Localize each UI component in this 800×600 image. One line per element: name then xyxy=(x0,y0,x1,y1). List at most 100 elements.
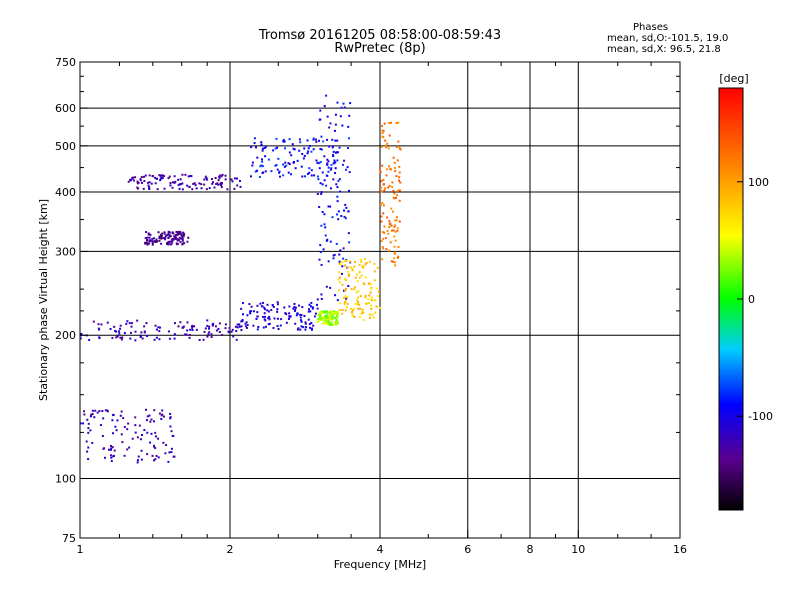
data-point xyxy=(364,263,367,266)
data-point xyxy=(325,94,328,97)
data-point xyxy=(362,318,365,321)
data-point xyxy=(180,237,183,240)
data-point xyxy=(287,162,290,165)
data-point xyxy=(179,183,182,186)
data-point xyxy=(110,456,113,459)
data-point xyxy=(189,174,192,177)
data-point xyxy=(386,216,389,219)
data-point xyxy=(330,167,333,170)
data-point xyxy=(384,139,387,142)
phases-x-stats: mean, sd,X: 96.5, 21.8 xyxy=(607,44,721,55)
data-point xyxy=(186,240,189,243)
data-point xyxy=(301,306,304,309)
data-point xyxy=(273,317,276,320)
data-point xyxy=(87,422,90,425)
data-point xyxy=(372,316,375,319)
data-point xyxy=(264,170,267,173)
data-point xyxy=(191,329,194,332)
data-point xyxy=(337,179,340,182)
data-point xyxy=(285,313,288,316)
scatter-points xyxy=(79,94,402,464)
data-point xyxy=(145,322,148,325)
data-point xyxy=(316,175,319,178)
data-point xyxy=(319,118,322,121)
data-point xyxy=(114,425,117,428)
data-point xyxy=(220,183,223,186)
data-point xyxy=(172,232,175,235)
data-point xyxy=(191,324,194,327)
data-point xyxy=(177,184,180,187)
data-point xyxy=(236,184,239,187)
data-point xyxy=(398,171,401,174)
data-point xyxy=(246,326,249,329)
data-point xyxy=(91,409,94,412)
data-point xyxy=(329,240,332,243)
data-point xyxy=(162,441,165,444)
data-point xyxy=(300,325,303,328)
data-point xyxy=(111,446,114,449)
data-point xyxy=(331,310,334,313)
data-point xyxy=(129,178,132,181)
data-point xyxy=(312,138,315,141)
data-point xyxy=(169,417,172,420)
data-point xyxy=(171,231,174,234)
data-point xyxy=(262,171,265,174)
data-point xyxy=(369,291,372,294)
data-point xyxy=(326,312,329,315)
data-point xyxy=(157,231,160,234)
data-point xyxy=(191,188,194,191)
data-point xyxy=(267,323,270,326)
data-point xyxy=(381,129,384,132)
data-point xyxy=(208,331,211,334)
data-point xyxy=(391,181,394,184)
data-point xyxy=(272,326,275,329)
data-point xyxy=(174,180,177,183)
data-point xyxy=(327,316,330,319)
data-point xyxy=(198,338,201,341)
data-point xyxy=(360,312,363,315)
data-point xyxy=(254,146,257,149)
y-axis-ticks: 750 600 500 400 300 200 100 75 xyxy=(55,56,680,545)
data-point xyxy=(389,121,392,124)
data-point xyxy=(364,257,367,260)
data-point xyxy=(341,283,344,286)
data-point xyxy=(161,409,164,412)
data-point xyxy=(139,438,142,441)
data-point xyxy=(316,320,319,323)
data-point xyxy=(284,147,287,150)
data-point xyxy=(238,323,241,326)
data-point xyxy=(181,239,184,242)
data-point xyxy=(214,177,217,180)
data-point xyxy=(257,325,260,328)
data-point xyxy=(179,241,182,244)
data-point xyxy=(246,324,249,327)
data-point xyxy=(195,328,198,331)
data-point xyxy=(358,263,361,266)
data-point xyxy=(384,144,387,147)
data-point xyxy=(310,169,313,172)
data-point xyxy=(347,189,350,192)
data-point xyxy=(153,420,156,423)
y-tick-label: 600 xyxy=(55,102,76,115)
data-point xyxy=(382,183,385,186)
data-point xyxy=(276,317,279,320)
data-point xyxy=(88,338,91,341)
data-point xyxy=(385,174,388,177)
data-point xyxy=(397,255,400,258)
data-point xyxy=(190,175,193,178)
data-point xyxy=(294,306,297,309)
data-point xyxy=(261,165,264,168)
data-point xyxy=(348,273,351,276)
data-point xyxy=(173,337,176,340)
data-point xyxy=(136,319,139,322)
data-point xyxy=(361,308,364,311)
chart-title: Tromsø 20161205 08:58:00-08:59:43 xyxy=(258,28,502,43)
data-point xyxy=(270,170,273,173)
data-point xyxy=(235,177,238,180)
data-point xyxy=(316,307,319,310)
data-point xyxy=(244,325,247,328)
data-point xyxy=(219,174,222,177)
data-point xyxy=(278,170,281,173)
data-point xyxy=(145,241,148,244)
data-point xyxy=(332,150,335,153)
